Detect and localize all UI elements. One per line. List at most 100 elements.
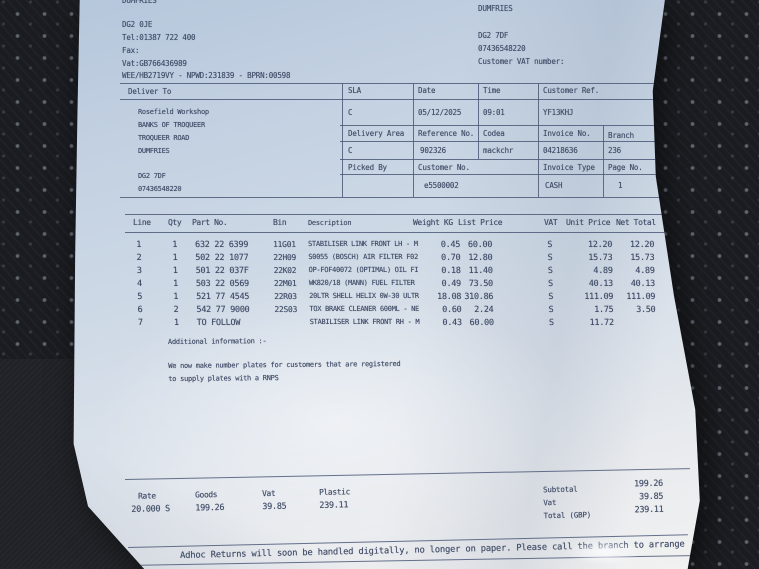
deliver-to-label: Deliver To [128,87,172,96]
vat-total-value: 39.85 [639,491,664,503]
deliver-to-line: TROQUEER ROAD [138,134,190,142]
deliver-to-phone: 07436548220 [138,185,182,193]
delivery-area-value: C [348,146,353,155]
date-label: Date [418,86,436,95]
rule [340,141,672,142]
cell-desc: WK820/18 (MANN) FUEL FILTER [308,279,415,287]
table-row: 2 1 502 22 1077 22H09 S0055 (BOSCH) AIR FILT… [125,253,654,263]
cell-net: 12.20 [629,240,655,250]
deliver-to-postcode: DG2 7DF [138,172,166,180]
rule [340,159,672,160]
rule [340,174,672,175]
additional-info-line: to supply plates with a RNPS [168,374,279,383]
rule [73,555,692,567]
cell-part: 502 22 1077 [195,253,249,263]
cell-qty: 1 [172,253,178,263]
rule [538,83,539,197]
cell-qty: 1 [173,292,179,302]
reference-no-label: Reference No. [418,129,475,138]
codea-label: Codea [483,129,505,138]
plastic-label: Plastic [318,487,351,497]
col-desc-header: Description [308,219,352,227]
cell-net: 111.09 [626,292,656,302]
cell-desc: TOX BRAKE CLEANER 600ML - NE [309,305,420,313]
cell-part: 521 77 4545 [196,292,250,302]
cell-bin: 22R03 [274,292,297,301]
cell-bin: 22K02 [273,266,297,275]
deliver-to-line: Rosefield Workshop [138,108,209,116]
cell-vat: S [548,292,554,302]
cell-line: 2 [136,253,142,263]
goods-label: Goods [194,490,218,500]
cell-desc: OP-FOF40072 (OPTIMAL) OIL FI [308,266,419,274]
customer-ref-label: Customer Ref. [543,86,600,95]
rule [120,197,672,198]
cell-weight: 0.60 [442,305,462,315]
table-row: 1 1 632 22 6399 11G01 STABILISER LINK FRONT … [125,240,654,250]
table-row: 7 1 TO FOLLOW STABILISER LINK FRONT RH - M 0… [127,318,656,328]
cell-unit: 1.75 [594,305,614,315]
cell-part: 501 22 037F [195,266,249,276]
invoice-type-value: CASH [545,181,563,190]
invoice-no-label: Invoice No. [543,129,591,138]
branch-value: 236 [608,146,621,155]
cell-line: 7 [137,318,143,328]
cell-desc: 20LTR SHELL HELIX 0W-30 ULTR [309,292,419,300]
cell-qty: 1 [173,318,179,328]
branch-city: DUMFRIES [122,0,157,5]
page-no-label: Page No. [608,163,643,172]
cell-part: 542 77 9000 [196,305,250,315]
table-row: 6 2 542 77 9000 22S03 TOX BRAKE CLEANER 600M… [126,305,656,315]
cell-net: 40.13 [630,279,656,289]
cell-line: 3 [136,266,142,276]
time-label: Time [483,86,501,95]
cell-bin [270,318,305,328]
deliver-to-line: BANKS OF TROQUEER [138,121,205,129]
sla-value: C [348,108,353,117]
cell-part: 632 22 6399 [195,240,249,250]
invoice-no-value: 04218636 [543,146,578,155]
vat-total-label: Vat [543,497,557,508]
cell-weight: 18.08 [436,292,462,302]
codea-value: mackchr [483,146,514,155]
col-weight-header: Weight KG [413,218,453,227]
cell-vat: S [547,279,554,289]
grand-total-value: 239.11 [634,504,664,516]
customer-no-label: Customer No. [418,163,470,172]
cell-weight: 0.43 [442,318,462,328]
cell-bin: 22M01 [273,279,297,288]
cell-vat: S [547,240,553,250]
customer-vat-label: Customer VAT number: [478,57,565,66]
col-qty-header: Qty [168,218,182,227]
plastic-value: 239.11 [319,500,349,511]
cell-qty: 2 [173,305,179,315]
goods-value: 199.26 [195,502,225,514]
totals-section: Rate Goods Vat Plastic 20.000 S 199.26 3… [125,479,686,538]
customer-ref-value: YF13KHJ [543,108,574,117]
cell-unit: 4.89 [593,266,613,276]
cell-net: 15.73 [630,253,655,263]
footer-banner: Adhoc Returns will soon be handled digit… [180,539,685,561]
cell-line: 6 [137,305,143,315]
cell-net [614,318,656,328]
invoice-type-label: Invoice Type [543,163,595,172]
cell-vat: S [547,253,553,263]
customer-no-value: e5500002 [424,181,459,190]
rule [120,83,672,84]
branch-label: Branch [608,131,634,140]
cell-list: 2.24 [474,305,494,315]
date-value: 05/12/2025 [418,108,462,117]
table-row: 5 1 521 77 4545 22R03 20LTR SHELL HELIX 0W-3… [126,292,655,302]
cell-vat: S [547,266,553,276]
branch-wee: WEE/HB2719VY - NPWD:231839 - BPRN:00598 [122,71,291,80]
sla-label: SLA [348,86,361,95]
branch-postcode: DG2 0JE [122,20,153,29]
cell-qty: 1 [172,240,178,250]
rule [342,83,343,197]
col-net-header: Net Total [616,218,656,227]
cell-desc: STABILISER LINK FRONT RH - M [309,318,420,326]
table-row: 4 1 503 22 0569 22M01 WK820/18 (MANN) FUEL F… [126,279,655,289]
cell-bin: 11G01 [273,240,296,249]
cell-weight: 0.45 [440,240,461,250]
